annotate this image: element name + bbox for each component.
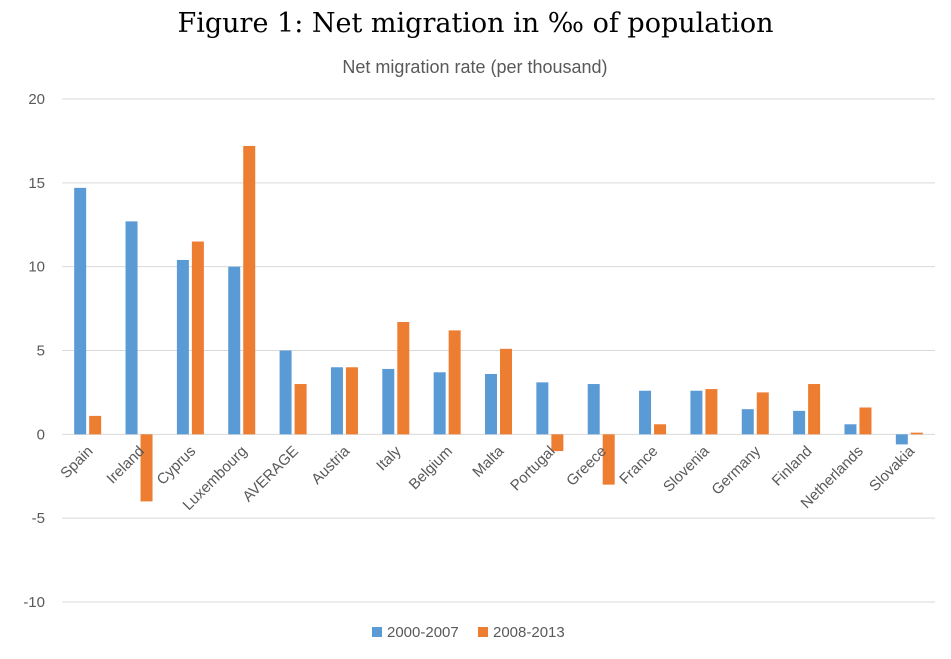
bar-2008-2013 <box>756 392 769 435</box>
y-tick-label: 15 <box>28 175 45 192</box>
x-tick-label: Austria <box>308 442 353 487</box>
bar-2008-2013 <box>345 367 358 435</box>
x-tick-label: Malta <box>469 442 507 480</box>
legend-label: 2000-2007 <box>387 624 459 641</box>
chart-title: Net migration rate (per thousand) <box>342 57 607 77</box>
bar-2008-2013 <box>500 348 512 435</box>
y-tick-label: 10 <box>28 259 45 276</box>
bar-2000-2007 <box>330 367 343 435</box>
legend-swatch <box>372 627 382 637</box>
bar-2000-2007 <box>485 373 497 435</box>
bar-2000-2007 <box>74 187 87 435</box>
bar-2008-2013 <box>448 330 461 435</box>
bar-2008-2013 <box>808 384 821 435</box>
bar-2008-2013 <box>859 407 872 435</box>
x-tick-label: Slovakia <box>866 442 919 495</box>
bar-2000-2007 <box>125 221 138 435</box>
x-tick-label: AVERAGE <box>239 443 302 506</box>
gridlines <box>62 98 935 603</box>
y-tick-label: 20 <box>28 91 45 108</box>
bar-2000-2007 <box>279 350 292 435</box>
bar-2000-2007 <box>639 390 652 435</box>
figure-caption: Figure 1: Net migration in ‰ of populati… <box>177 8 774 39</box>
bar-2000-2007 <box>844 424 857 435</box>
bar-2000-2007 <box>228 266 241 435</box>
bar-2000-2007 <box>176 259 189 435</box>
bar-2008-2013 <box>294 384 307 435</box>
bar-2008-2013 <box>910 432 923 435</box>
x-tick-label: Portugal <box>507 443 559 495</box>
y-axis-ticks: -10 -5 0 5 10 15 20 <box>23 91 45 611</box>
y-tick-label: 0 <box>37 426 45 443</box>
bar-2000-2007 <box>382 368 395 435</box>
bar-2008-2013 <box>602 434 615 485</box>
bar-2008-2013 <box>243 145 256 435</box>
x-tick-label: France <box>616 443 661 488</box>
bar-2000-2007 <box>690 390 703 435</box>
bar-2008-2013 <box>140 434 153 502</box>
bar-2000-2007 <box>433 372 446 435</box>
x-tick-label: Finland <box>769 443 816 490</box>
bar-2000-2007 <box>536 382 549 435</box>
x-tick-label: Belgium <box>406 443 456 493</box>
bar-2008-2013 <box>654 424 667 435</box>
bar-2008-2013 <box>397 321 410 435</box>
y-tick-label: -5 <box>32 510 45 527</box>
x-tick-label: Germany <box>708 442 764 498</box>
legend-swatch <box>478 627 488 637</box>
bar-2000-2007 <box>793 410 806 435</box>
bar-2000-2007 <box>741 409 754 435</box>
legend-label: 2008-2013 <box>493 624 565 641</box>
legend: 2000-2007 2008-2013 <box>372 624 565 641</box>
bar-2000-2007 <box>587 384 600 435</box>
x-tick-label: Cyprus <box>154 443 200 489</box>
x-tick-label: Spain <box>57 443 96 482</box>
y-tick-label: 5 <box>37 343 45 360</box>
bar-2008-2013 <box>89 415 102 435</box>
bar-2008-2013 <box>705 389 718 435</box>
bar-2000-2007 <box>895 434 908 445</box>
y-tick-label: -10 <box>23 594 45 611</box>
x-tick-label: Italy <box>373 442 405 474</box>
bars <box>74 145 923 502</box>
x-tick-label: Slovenia <box>660 442 713 495</box>
bar-2008-2013 <box>191 241 204 435</box>
bar-2008-2013 <box>551 434 564 452</box>
